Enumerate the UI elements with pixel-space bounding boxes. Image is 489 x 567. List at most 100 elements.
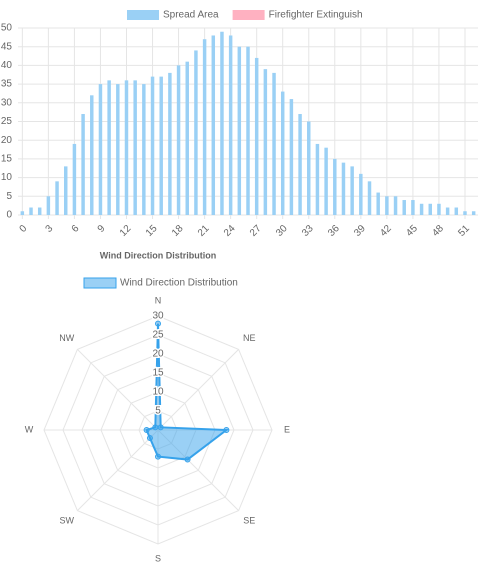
bar <box>81 114 85 215</box>
bar <box>133 80 137 215</box>
bar <box>272 72 276 215</box>
bar <box>46 196 51 215</box>
x-tick-label: 51 <box>456 223 472 239</box>
bar <box>359 173 363 215</box>
legend-label: Wind Direction Distribution <box>120 278 238 289</box>
y-tick-label: 50 <box>1 23 13 34</box>
y-tick-label: 5 <box>6 191 12 202</box>
x-tick-label: 0 <box>18 223 30 235</box>
y-tick-label: 0 <box>6 210 12 221</box>
bar <box>289 99 294 215</box>
x-tick-label: 24 <box>222 223 238 239</box>
x-tick-label: 6 <box>70 223 82 235</box>
x-tick-label: 18 <box>170 223 186 239</box>
radar-point <box>143 427 150 433</box>
x-tick-label: 27 <box>248 223 264 239</box>
x-tick-label: 12 <box>118 223 134 239</box>
bar <box>307 121 311 215</box>
bar <box>333 158 337 215</box>
bar <box>341 162 346 215</box>
axis-label: NW <box>59 333 74 343</box>
bar <box>220 31 224 215</box>
bar <box>411 200 415 215</box>
x-tick-label: 36 <box>326 223 342 239</box>
axis-label: W <box>25 424 34 434</box>
bar <box>237 46 242 216</box>
radar-point <box>157 424 164 431</box>
y-tick-label: 40 <box>1 60 13 71</box>
bar <box>228 35 233 216</box>
bar <box>185 61 189 215</box>
bar <box>55 181 59 215</box>
x-tick-label: 48 <box>430 223 446 239</box>
bar <box>385 196 389 215</box>
bar <box>419 203 424 215</box>
bar <box>350 166 354 215</box>
bar <box>64 166 68 215</box>
axis-label: S <box>155 553 161 563</box>
radar-point <box>223 427 230 433</box>
x-tick-label: 15 <box>144 223 160 239</box>
spoke <box>157 349 239 431</box>
x-tick-label: 39 <box>352 223 368 239</box>
bar <box>98 84 103 215</box>
radar-point <box>184 456 191 463</box>
bar <box>194 50 198 215</box>
y-tick-label: 45 <box>1 41 13 52</box>
spoke <box>77 429 159 511</box>
bar <box>454 207 459 215</box>
bar <box>428 203 432 215</box>
bar <box>107 80 111 215</box>
y-tick-label: 15 <box>1 154 13 165</box>
x-tick-label: 3 <box>44 223 56 235</box>
bar <box>298 114 302 215</box>
bar <box>202 39 207 215</box>
bar <box>90 95 94 215</box>
bar <box>20 211 25 215</box>
y-tick-label: 10 <box>1 172 13 183</box>
bar <box>263 69 268 215</box>
r-tick-label: 20 <box>152 349 164 360</box>
axis-label: N <box>155 295 162 305</box>
r-tick-label: 5 <box>155 406 161 417</box>
x-tick-label: 33 <box>300 223 316 239</box>
r-tick-label: 25 <box>152 330 164 341</box>
legend-swatch <box>127 10 159 20</box>
radar-point <box>146 435 153 442</box>
x-tick-label: 21 <box>196 223 212 239</box>
axis-label: E <box>284 424 290 434</box>
y-tick-label: 20 <box>1 135 13 146</box>
bar <box>471 211 476 215</box>
bar <box>463 211 467 215</box>
legend-label: Spread Area <box>163 10 219 21</box>
radar-point <box>155 320 161 327</box>
bar <box>315 143 320 215</box>
bar <box>29 207 33 215</box>
bar <box>116 84 120 215</box>
bar <box>150 76 155 216</box>
bar <box>402 200 406 215</box>
x-tick-label: 42 <box>378 223 394 239</box>
spoke <box>77 349 159 431</box>
radar-point <box>155 453 161 460</box>
bar <box>280 91 285 215</box>
bar <box>254 57 259 215</box>
y-tick-label: 35 <box>1 79 13 90</box>
axis-label: SW <box>60 516 75 526</box>
x-tick-label: 30 <box>274 223 290 239</box>
bar <box>159 76 163 216</box>
legend-label: Firefighter Extinguish <box>269 10 363 21</box>
chart-title: Wind Direction Distribution <box>100 250 216 260</box>
legend-swatch <box>83 277 117 289</box>
bar <box>393 196 398 215</box>
axis-label: NE <box>243 333 256 343</box>
r-tick-label: 10 <box>152 387 164 398</box>
bar <box>168 72 172 215</box>
bar <box>445 207 450 215</box>
bar <box>324 147 328 215</box>
r-tick-label: 30 <box>152 311 164 322</box>
bar <box>246 46 250 216</box>
y-tick-label: 30 <box>1 97 13 108</box>
bar <box>211 35 216 216</box>
